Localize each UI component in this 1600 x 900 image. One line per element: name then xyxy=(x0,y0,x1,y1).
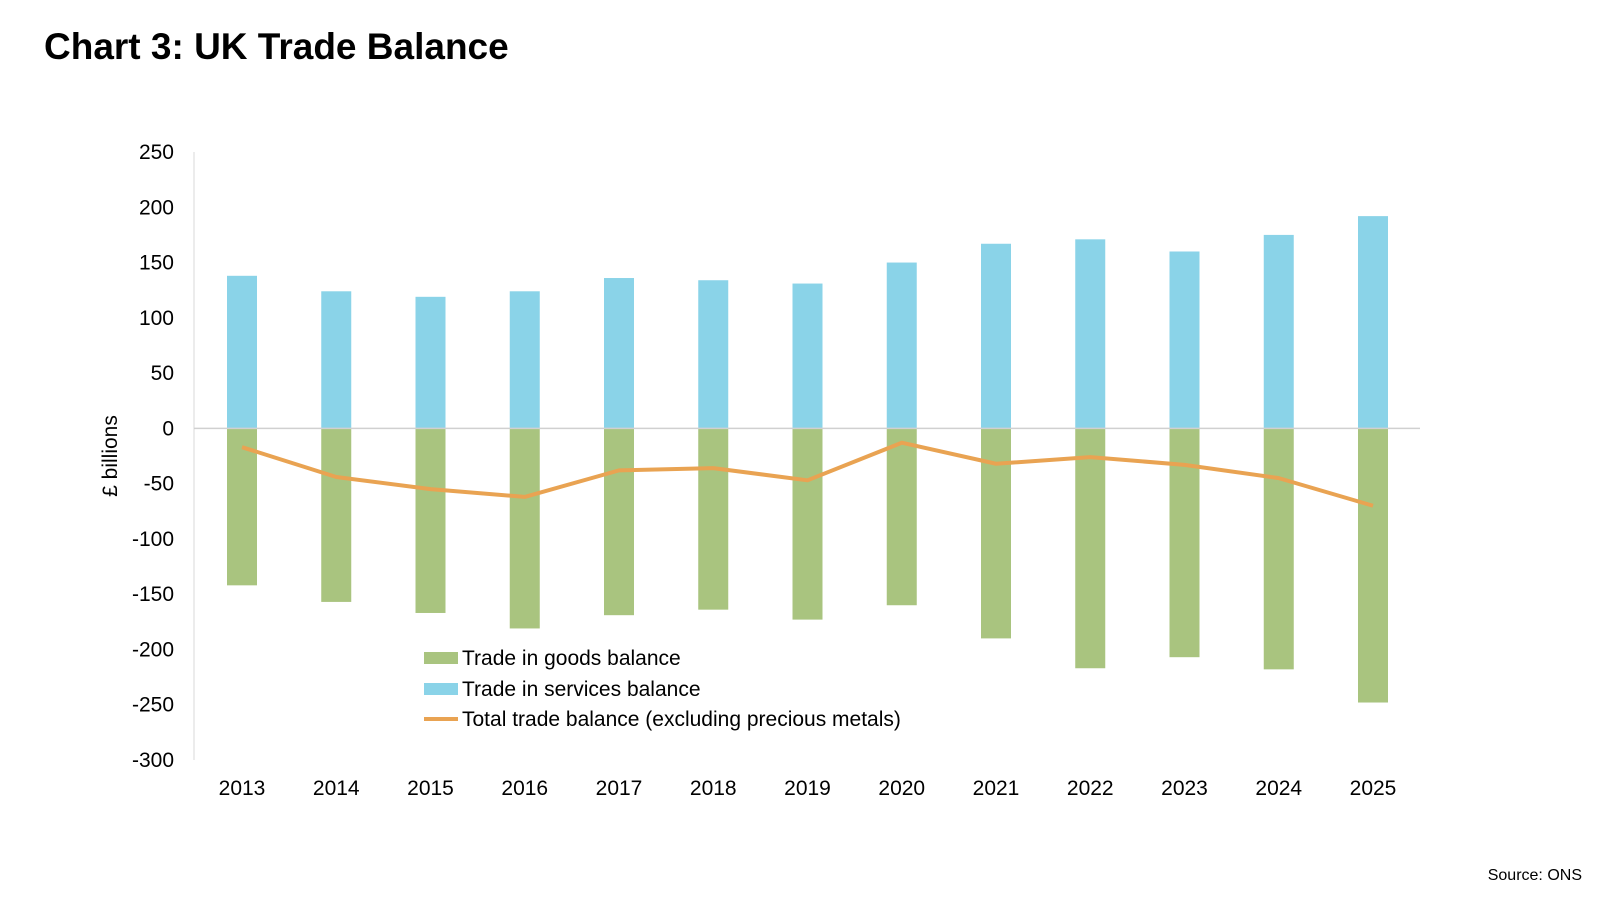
x-tick-label: 2013 xyxy=(219,777,266,800)
y-tick-label: 100 xyxy=(139,307,174,330)
x-tick-label: 2023 xyxy=(1161,777,1208,800)
x-tick-label: 2015 xyxy=(407,777,454,800)
services-bar xyxy=(792,283,823,429)
y-tick-label: 250 xyxy=(139,141,174,164)
goods-bar xyxy=(792,428,823,620)
services-bar xyxy=(1358,216,1388,429)
x-tick-label: 2020 xyxy=(878,777,925,800)
services-bar xyxy=(227,275,257,429)
x-tick-label: 2014 xyxy=(313,777,360,800)
y-tick-label: -150 xyxy=(132,583,174,606)
services-bar xyxy=(886,262,917,429)
services-bar xyxy=(1075,239,1106,429)
y-tick-label: 150 xyxy=(139,252,174,275)
goods-bar xyxy=(604,428,634,616)
services-bar xyxy=(415,296,446,429)
source-note: Source: ONS xyxy=(1487,867,1582,884)
goods-bar xyxy=(698,428,729,610)
x-tick-label: 2019 xyxy=(784,777,831,800)
y-axis-title: £ billions xyxy=(99,415,122,497)
y-tick-label: 0 xyxy=(162,417,174,440)
legend-goods-swatch xyxy=(424,652,458,664)
services-bar xyxy=(981,243,1011,429)
goods-bar xyxy=(1263,428,1294,670)
chart-title: Chart 3: UK Trade Balance xyxy=(44,26,509,67)
services-bar xyxy=(509,291,540,429)
services-bar xyxy=(321,291,352,429)
x-tick-label: 2018 xyxy=(690,777,737,800)
services-bar xyxy=(604,278,634,429)
y-tick-label: -300 xyxy=(132,749,174,772)
services-bar xyxy=(1169,251,1200,429)
goods-bar xyxy=(1075,428,1106,669)
legend-label: Total trade balance (excluding precious … xyxy=(462,708,901,731)
y-tick-label: 200 xyxy=(139,196,174,219)
goods-bar xyxy=(886,428,917,606)
legend-label: Trade in services balance xyxy=(462,678,701,701)
y-tick-label: -100 xyxy=(132,528,174,551)
x-tick-label: 2024 xyxy=(1255,777,1302,800)
x-tick-label: 2022 xyxy=(1067,777,1114,800)
x-tick-label: 2017 xyxy=(596,777,643,800)
legend-label: Trade in goods balance xyxy=(462,647,681,670)
goods-bar xyxy=(415,428,446,613)
goods-bar xyxy=(1358,428,1388,703)
total-balance-line xyxy=(241,440,1374,508)
services-bar xyxy=(698,280,729,429)
goods-bar xyxy=(509,428,540,629)
goods-bar xyxy=(227,428,257,586)
services-bar xyxy=(1263,234,1294,429)
y-tick-label: -200 xyxy=(132,638,174,661)
legend-services-swatch xyxy=(424,683,458,695)
goods-bar xyxy=(321,428,352,602)
y-tick-label: 50 xyxy=(151,362,174,385)
y-tick-label: -250 xyxy=(132,694,174,717)
x-tick-label: 2016 xyxy=(501,777,548,800)
y-tick-label: -50 xyxy=(144,473,174,496)
x-tick-label: 2021 xyxy=(973,777,1020,800)
x-tick-label: 2025 xyxy=(1350,777,1397,800)
